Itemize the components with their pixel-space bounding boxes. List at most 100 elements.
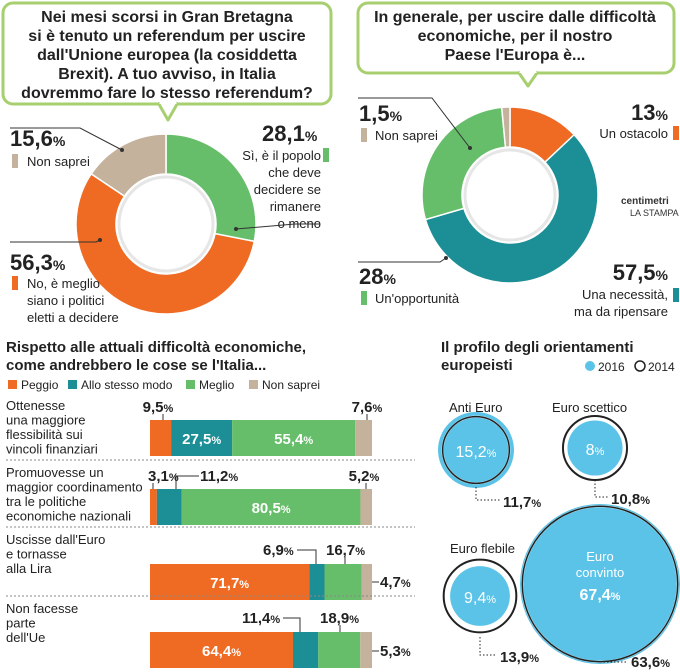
row-label: parte [6,616,36,631]
bubble-2016 [520,504,680,664]
value-opportunita: 28% [359,264,396,289]
bar-value-label: 3,1% [148,468,179,485]
bar-value-label: 7,6% [352,399,383,416]
bar-non-saprei [361,564,372,600]
leader-dot [468,146,472,150]
label-opportunita: Un'opportunità [375,291,460,306]
leader-dotted [594,480,608,498]
row-label: flessibilità sui [6,427,83,442]
value-non-saprei: 1,5% [359,101,403,126]
label-no: No, è meglio [27,276,100,291]
legend-2016-swatch [585,361,595,371]
legend-label: Allo stesso modo [81,378,173,392]
value-ostacolo: 13% [631,100,668,125]
bar-value-label: 5,2% [349,468,380,485]
label-euro-scettico: Euro scettico [552,400,627,415]
marker-no [12,276,18,290]
leader-si [235,223,320,230]
label-si: rimanere [270,199,321,214]
slice-non-saprei [500,106,511,149]
bar-allo-stesso-modo [156,489,182,525]
legend-label: Non saprei [262,378,320,392]
value-2014-anti-euro: 11,7% [503,494,541,511]
label-non-saprei: Non saprei [375,128,438,143]
marker-ostacolo [673,126,679,140]
label-euro-flebile: Euro flebile [450,541,515,556]
question-line: dovremmo fare lo stesso referendum? [21,85,313,102]
section-title: come andrebbero le cose se l'Italia... [6,357,266,374]
marker-non-saprei [12,154,18,168]
legend-label: Meglio [199,378,235,392]
bar-value-label: 55,4% [274,431,313,448]
marker-opportunita [361,291,367,305]
legend-swatch [249,380,258,389]
bar-meglio [318,632,361,668]
question-callout-europe [356,1,676,75]
value-necessita: 57,5% [613,260,669,285]
donut-inner-ring [117,175,215,273]
section-title: europeisti [441,357,513,374]
marker-si [323,148,329,162]
bar-value-label: 64,4% [202,643,241,660]
bar-allo-stesso-modo [309,564,325,600]
brand-logo-centimetri: centimetri [621,196,669,207]
bubble-2016 [567,420,623,476]
bubble-2016 [438,412,514,488]
section-title: Il profilo degli orientamenti [441,339,634,356]
row-label: e tornasse [6,547,67,562]
leader-ns [10,127,123,151]
slice-si [165,133,257,243]
slice-non-saprei [90,133,167,198]
value-2014-euro-convinto: 63,6% [631,654,670,671]
question-line: In generale, per uscire dalle difficoltà [374,9,656,26]
stacked-bar-section: Rispetto alle attuali difficoltà economi… [6,339,415,668]
row-label: alla Lira [6,561,52,576]
donut-europe-role: In generale, per uscire dalle difficoltà… [356,1,679,319]
label-si: decidere se [254,182,321,197]
row-label: Ottenesse [6,398,65,413]
question-callout-europe-tail [516,70,540,88]
bar-peggio [150,489,157,525]
label-si: che deve [268,165,321,180]
value-2016-euro-flebile: 9,4% [464,590,496,607]
label-euro-convinto: convinto [576,565,624,580]
leader-ns [358,97,471,149]
row-label: dell'Ue [6,630,45,645]
leader-dot [98,238,102,242]
question-line: Paese l'Europa è... [445,47,586,64]
question-line: Nei mesi scorsi in Gran Bretagna [41,9,293,26]
donut-brexit-referendum: Nei mesi scorsi in Gran Bretagna si è ten… [1,1,333,325]
value-no: 56,3% [10,250,66,275]
row-label: vincoli finanziari [6,442,98,457]
legend-2016-label: 2016 [598,360,625,374]
bar-peggio [150,420,172,456]
value-si: 28,1% [262,121,318,146]
bar-value-label: 16,7% [326,542,365,559]
row-label: Uscisse dall'Euro [6,532,105,547]
row-label: tra le politiche [6,494,86,509]
leader [175,475,199,489]
bar-non-saprei [355,420,372,456]
bar-non-saprei [360,489,372,525]
label-euro-convinto: Euro [586,549,613,564]
bar-value-label: 4,7% [380,574,411,591]
question-callout-brexit-tail [156,101,180,122]
bar-peggio [150,564,310,600]
bar-meglio [324,564,362,600]
leader-dotted [479,637,497,656]
legend-2014-swatch [634,360,646,372]
bar-value-label: 11,2% [200,468,238,485]
bar-allo-stesso-modo [292,632,319,668]
label-si: Sì, è il popolo [242,148,321,163]
bar-allo-stesso-modo [171,420,233,456]
question-line: si è tenuto un referendum per uscire [28,28,306,45]
bubble-2014 [441,415,511,485]
leader-dot [444,256,448,260]
legend-label: Peggio [21,378,59,392]
slice-opportunita [421,106,507,221]
row-label: economiche nazionali [6,509,131,524]
leader [297,549,317,564]
question-line: dall'Unione europea (la cosiddetta [37,47,297,64]
legend-swatch [68,380,77,389]
